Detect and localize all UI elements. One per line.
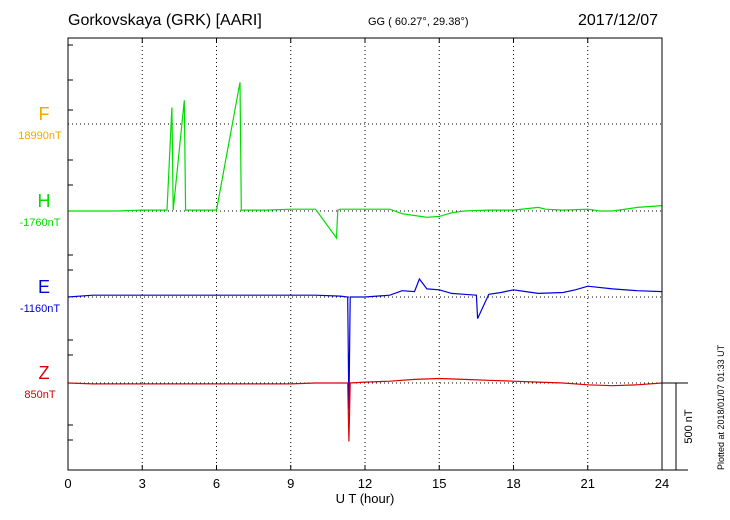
- series-name-f: F: [39, 104, 50, 124]
- series-name-h: H: [38, 191, 51, 211]
- x-axis-label: U T (hour): [336, 491, 395, 506]
- x-tick-label: 21: [581, 476, 595, 491]
- series-line-z: [67, 377, 663, 442]
- series-line-h: [68, 82, 663, 240]
- scale-bar: 500 nT: [662, 382, 695, 471]
- x-tick-label: 0: [64, 476, 71, 491]
- plot-date: 2017/12/07: [578, 12, 659, 29]
- series-baseline-h: -1760nT: [20, 217, 61, 229]
- station-title: Gorkovskaya (GRK) [AARI]: [68, 12, 262, 29]
- series-name-z: Z: [39, 363, 50, 383]
- series-labels: F 18990nT H -1760nT E -1160nT Z 850nT: [18, 104, 62, 401]
- station-coordinates: GG ( 60.27°, 29.38°): [368, 16, 469, 28]
- series-line-e: [67, 277, 663, 410]
- series-baseline-f: 18990nT: [18, 130, 62, 142]
- grid-lines: [68, 38, 662, 470]
- x-tick-label: 15: [432, 476, 446, 491]
- series-name-e: E: [38, 277, 50, 297]
- x-tick-label: 9: [287, 476, 294, 491]
- x-tick-label: 12: [358, 476, 372, 491]
- scale-bar-label: 500 nT: [683, 409, 695, 444]
- series-baseline-z: 850nT: [24, 389, 55, 401]
- series-layer: [67, 82, 663, 442]
- x-tick-label: 6: [213, 476, 220, 491]
- x-tick-label: 3: [139, 476, 146, 491]
- series-baseline-e: -1160nT: [20, 303, 60, 315]
- x-tick-label: 18: [506, 476, 520, 491]
- x-axis: 0 3 6 9 12 15 18 21 24 U T (hour): [64, 38, 669, 506]
- x-tick-label: 24: [655, 476, 669, 491]
- plotted-at-note: Plotted at 2018/01/07 01:33 UT: [716, 344, 726, 470]
